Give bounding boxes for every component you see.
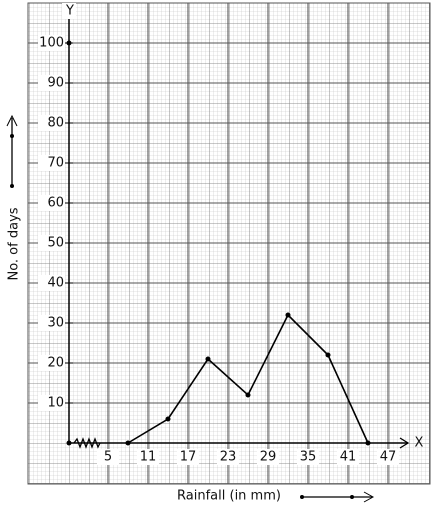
label-bg	[257, 449, 279, 465]
x-tick-label: 35	[300, 450, 317, 465]
dot	[300, 495, 304, 499]
x-tick-label: 17	[180, 450, 197, 465]
label-bg	[38, 355, 65, 371]
label-bg	[97, 449, 119, 465]
point	[325, 352, 331, 358]
x-tick-label: 11	[140, 450, 157, 465]
label-bg	[62, 3, 76, 19]
label-bg	[38, 35, 65, 51]
label-bg	[377, 449, 399, 465]
x-tick-label: 41	[340, 450, 357, 465]
label-bg	[38, 75, 65, 91]
label-bg	[177, 449, 199, 465]
label-bg	[38, 395, 65, 411]
y-tick-label: 90	[47, 76, 64, 91]
dot	[350, 495, 354, 499]
label-bg	[38, 115, 65, 131]
label-bg	[38, 315, 65, 331]
point	[205, 356, 211, 362]
label-bg	[38, 275, 65, 291]
label-bg	[337, 449, 359, 465]
x-tick-label: 5	[104, 450, 112, 465]
x-tick-label: 47	[380, 450, 397, 465]
y-tick-label: 30	[47, 316, 64, 331]
label-bg	[38, 155, 65, 171]
origin	[66, 440, 72, 446]
y-axis-title: No. of days	[7, 207, 22, 280]
x-direction-head	[363, 491, 375, 503]
x-axis-name: X	[415, 436, 424, 451]
label-bg	[38, 195, 65, 211]
y-tick-label: 10	[47, 396, 64, 411]
y-tick-label: 100	[39, 36, 64, 51]
dot	[10, 134, 14, 138]
point	[165, 416, 171, 422]
y-tick-label: 70	[47, 156, 64, 171]
point	[365, 440, 371, 446]
point	[125, 440, 131, 446]
y-tick-label: 40	[47, 276, 64, 291]
label-bg	[38, 235, 65, 251]
y-tick-label: 60	[47, 196, 64, 211]
label-bg	[217, 449, 239, 465]
y-tick-label: 80	[47, 116, 64, 131]
y-axis-name: Y	[65, 4, 74, 19]
point	[245, 392, 251, 398]
point	[285, 312, 291, 318]
y-axis-dot	[66, 40, 72, 46]
x-axis-title: Rainfall (in mm)	[177, 489, 281, 504]
label-bg	[297, 449, 319, 465]
label-bg	[137, 449, 159, 465]
x-tick-label: 23	[220, 450, 237, 465]
y-direction-head	[6, 114, 18, 127]
label-bg	[170, 486, 290, 504]
x-tick-label: 29	[260, 450, 277, 465]
axis-break	[73, 437, 101, 449]
dot	[10, 184, 14, 188]
x-arrow	[399, 437, 410, 449]
y-tick-label: 20	[47, 356, 64, 371]
marks	[125, 312, 371, 446]
y-tick-label: 50	[47, 236, 64, 251]
